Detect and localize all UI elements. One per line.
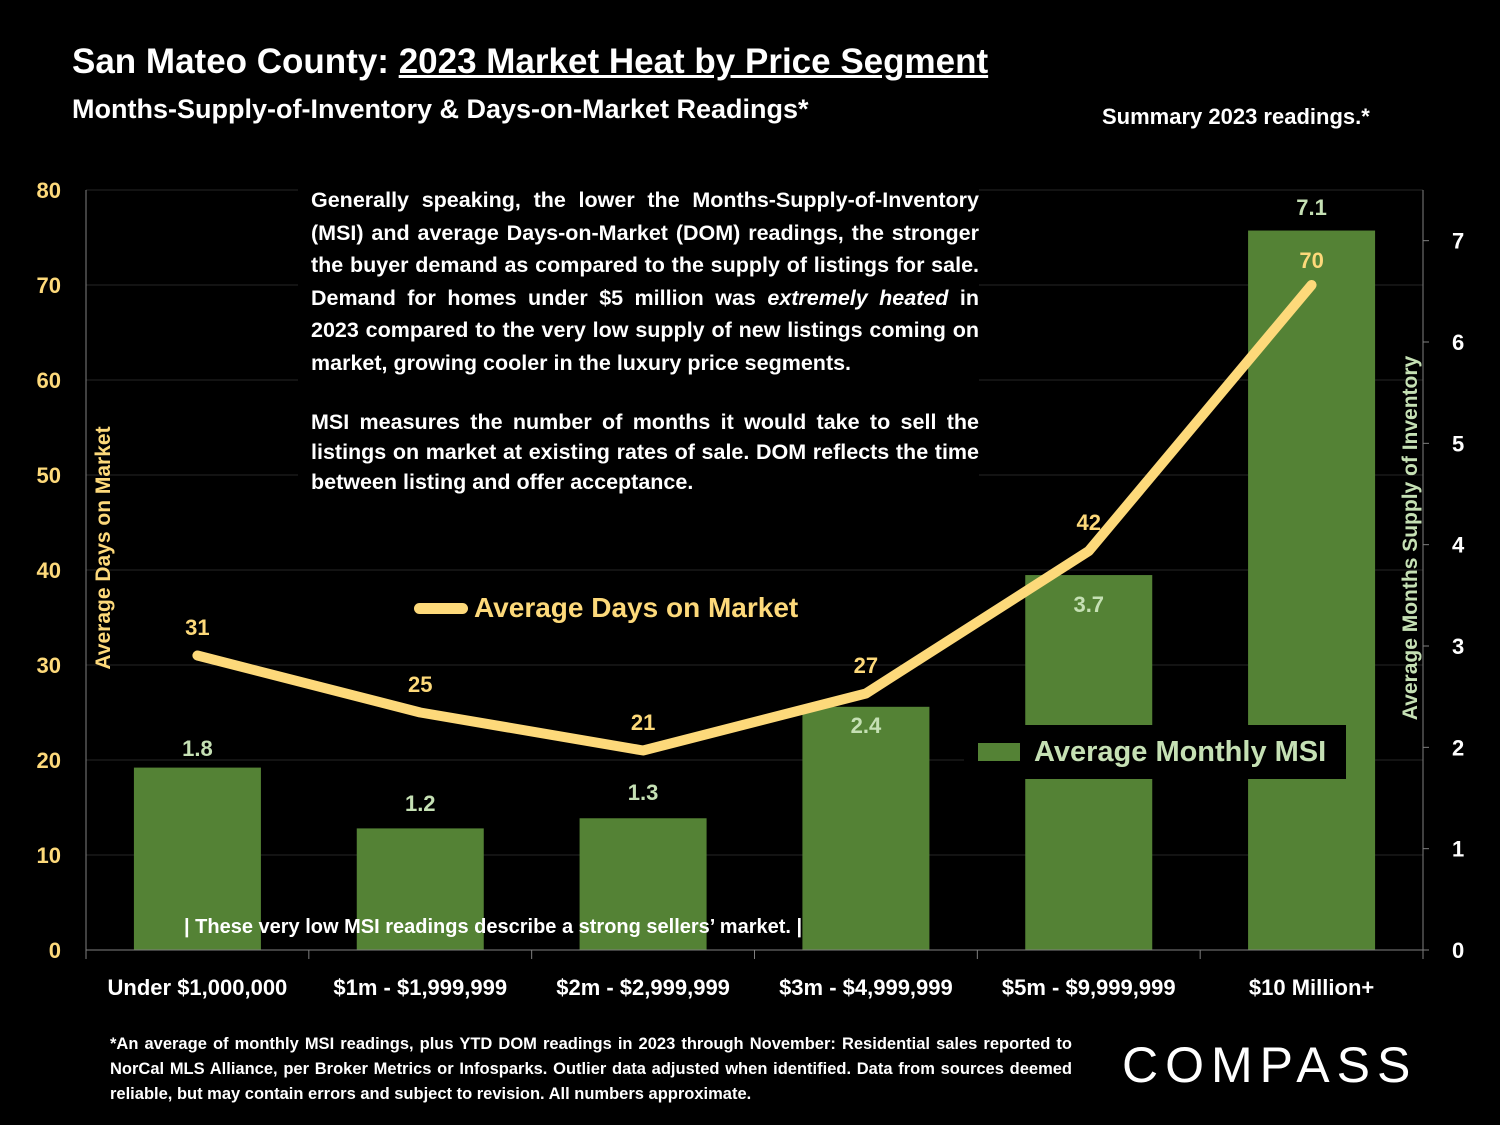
- page-title: San Mateo County: 2023 Market Heat by Pr…: [72, 42, 988, 82]
- dom-point: [195, 653, 200, 658]
- dom-data-label: 70: [1299, 248, 1323, 273]
- y-right-axis-title: Average Months Supply of Inventory: [1399, 355, 1422, 720]
- summary-label: Summary 2023 readings.*: [1102, 104, 1370, 129]
- data-labels: 1.8 1.2 1.3 2.4 3.7 7.1 31 25 21 27 42 70: [182, 195, 1327, 816]
- y-left-tick-label: 30: [37, 653, 61, 678]
- y-right-tick-label: 2: [1452, 735, 1464, 760]
- y-left-tick-label: 70: [37, 273, 61, 298]
- msi-bar: [133, 767, 261, 950]
- title-prefix: San Mateo County:: [72, 42, 399, 81]
- y-left-tick-label: 40: [37, 558, 61, 583]
- y-right-tick-label: 6: [1452, 330, 1464, 355]
- y-left-axis-title: Average Days on Market: [92, 426, 115, 669]
- y-right-tick-label: 4: [1452, 533, 1465, 558]
- y-right-tick-label: 0: [1452, 938, 1464, 963]
- y-right-tick-label: 3: [1452, 634, 1464, 659]
- dom-data-label: 21: [631, 710, 655, 735]
- x-category-label: $5m - $9,999,999: [1002, 975, 1176, 1000]
- msi-bar: [1248, 230, 1376, 951]
- legend-dom: Average Days on Market: [414, 592, 798, 624]
- y-right-tick-label: 5: [1452, 431, 1464, 456]
- msi-bar: [356, 828, 484, 950]
- dom-data-label: 27: [854, 653, 878, 678]
- dom-point: [641, 748, 646, 753]
- description-paragraph-1: Generally speaking, the lower the Months…: [311, 188, 979, 375]
- dom-line: [192, 280, 1317, 756]
- msi-bar: [579, 818, 707, 950]
- dom-data-label: 42: [1077, 510, 1101, 535]
- y-left-tick-label: 20: [37, 748, 61, 773]
- x-category-label: Under $1,000,000: [108, 975, 288, 1000]
- y-right-tick-label: 1: [1452, 837, 1464, 862]
- legend-bar-swatch-icon: [978, 743, 1020, 761]
- msi-data-label: 2.4: [851, 713, 882, 738]
- footnote: *An average of monthly MSI readings, plu…: [110, 1035, 1072, 1103]
- sellers-market-note: | These very low MSI readings describe a…: [184, 916, 803, 938]
- dom-data-label: 31: [185, 615, 209, 640]
- page-subtitle: Months-Supply-of-Inventory & Days-on-Mar…: [72, 94, 809, 124]
- dom-point: [418, 710, 423, 715]
- y-right-tick-label: 7: [1452, 229, 1464, 254]
- y-left-tick-label: 80: [37, 178, 61, 203]
- x-category-label: $2m - $2,999,999: [556, 975, 730, 1000]
- msi-bar: [802, 706, 930, 950]
- msi-data-label: 3.7: [1073, 592, 1104, 617]
- description-paragraph-2: MSI measures the number of months it wou…: [311, 410, 979, 494]
- legend-msi: Average Monthly MSI: [964, 725, 1346, 779]
- msi-data-label: 1.8: [182, 736, 213, 761]
- axes: 0 10 20 30 40 50 60 70 80 0 1 2 3 4 5 6 7 Under $1,000,00…: [37, 178, 1465, 1000]
- description-box: Generally speaking, the lower the Months…: [298, 180, 979, 501]
- dom-data-label: 25: [408, 672, 432, 697]
- msi-data-label: 1.3: [628, 780, 659, 805]
- y-left-tick-label: 60: [37, 368, 61, 393]
- msi-data-label: 7.1: [1296, 195, 1327, 220]
- y-left-tick-label: 10: [37, 843, 61, 868]
- compass-logo: COMPASS: [1122, 1037, 1418, 1093]
- legend-dom-label: Average Days on Market: [474, 592, 799, 623]
- msi-data-label: 1.2: [405, 791, 436, 816]
- y-left-tick-label: 50: [37, 463, 61, 488]
- dom-point: [1309, 283, 1314, 287]
- legend-line-swatch-icon: [414, 602, 468, 614]
- x-category-label: $10 Million+: [1249, 975, 1374, 1000]
- dom-point: [863, 691, 868, 696]
- dom-line-group: [192, 280, 1317, 756]
- x-category-label: $3m - $4,999,999: [779, 975, 953, 1000]
- y-left-tick-label: 0: [49, 938, 61, 963]
- legend-msi-label: Average Monthly MSI: [1034, 735, 1327, 768]
- title-main: 2023 Market Heat by Price Segment: [398, 42, 989, 81]
- x-category-label: $1m - $1,999,999: [333, 975, 507, 1000]
- dom-point: [1086, 549, 1091, 553]
